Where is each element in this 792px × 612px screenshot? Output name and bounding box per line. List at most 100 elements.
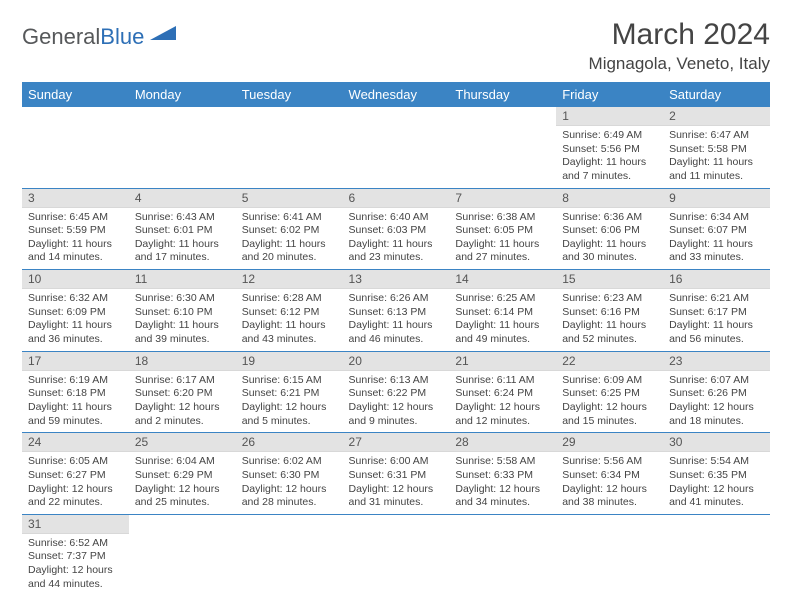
day-details: Sunrise: 6:04 AMSunset: 6:29 PMDaylight:… xyxy=(129,452,236,514)
sunrise-text: Sunrise: 6:05 AM xyxy=(28,455,123,469)
daylight-text: Daylight: 12 hours and 12 minutes. xyxy=(455,401,550,428)
sunset-text: Sunset: 6:14 PM xyxy=(455,306,550,320)
daylight-text: Daylight: 11 hours and 20 minutes. xyxy=(242,238,337,265)
calendar-cell: 28Sunrise: 5:58 AMSunset: 6:33 PMDayligh… xyxy=(449,433,556,515)
day-number: 4 xyxy=(129,189,236,208)
sunset-text: Sunset: 6:07 PM xyxy=(669,224,764,238)
daylight-text: Daylight: 12 hours and 25 minutes. xyxy=(135,483,230,510)
calendar-cell: 10Sunrise: 6:32 AMSunset: 6:09 PMDayligh… xyxy=(22,270,129,352)
sunset-text: Sunset: 6:22 PM xyxy=(349,387,444,401)
day-details: Sunrise: 6:41 AMSunset: 6:02 PMDaylight:… xyxy=(236,208,343,270)
calendar-cell-empty xyxy=(22,107,129,188)
day-details: Sunrise: 5:56 AMSunset: 6:34 PMDaylight:… xyxy=(556,452,663,514)
calendar-cell-empty xyxy=(663,514,770,595)
calendar-row: 1Sunrise: 6:49 AMSunset: 5:56 PMDaylight… xyxy=(22,107,770,188)
calendar-cell: 17Sunrise: 6:19 AMSunset: 6:18 PMDayligh… xyxy=(22,351,129,433)
calendar-cell: 1Sunrise: 6:49 AMSunset: 5:56 PMDaylight… xyxy=(556,107,663,188)
day-number: 7 xyxy=(449,189,556,208)
weekday-header: Sunday xyxy=(22,82,129,107)
calendar-cell: 16Sunrise: 6:21 AMSunset: 6:17 PMDayligh… xyxy=(663,270,770,352)
day-number: 18 xyxy=(129,352,236,371)
daylight-text: Daylight: 11 hours and 27 minutes. xyxy=(455,238,550,265)
sunset-text: Sunset: 6:24 PM xyxy=(455,387,550,401)
calendar-row: 17Sunrise: 6:19 AMSunset: 6:18 PMDayligh… xyxy=(22,351,770,433)
sunset-text: Sunset: 6:30 PM xyxy=(242,469,337,483)
daylight-text: Daylight: 12 hours and 15 minutes. xyxy=(562,401,657,428)
weekday-header: Friday xyxy=(556,82,663,107)
day-details: Sunrise: 6:17 AMSunset: 6:20 PMDaylight:… xyxy=(129,371,236,433)
sunrise-text: Sunrise: 6:34 AM xyxy=(669,211,764,225)
calendar-cell: 20Sunrise: 6:13 AMSunset: 6:22 PMDayligh… xyxy=(343,351,450,433)
sunrise-text: Sunrise: 6:02 AM xyxy=(242,455,337,469)
weekday-header: Thursday xyxy=(449,82,556,107)
day-details: Sunrise: 6:28 AMSunset: 6:12 PMDaylight:… xyxy=(236,289,343,351)
sunset-text: Sunset: 6:20 PM xyxy=(135,387,230,401)
calendar-cell: 12Sunrise: 6:28 AMSunset: 6:12 PMDayligh… xyxy=(236,270,343,352)
calendar-cell: 25Sunrise: 6:04 AMSunset: 6:29 PMDayligh… xyxy=(129,433,236,515)
sunset-text: Sunset: 6:26 PM xyxy=(669,387,764,401)
day-number: 2 xyxy=(663,107,770,126)
daylight-text: Daylight: 12 hours and 41 minutes. xyxy=(669,483,764,510)
day-number: 8 xyxy=(556,189,663,208)
calendar-cell: 9Sunrise: 6:34 AMSunset: 6:07 PMDaylight… xyxy=(663,188,770,270)
day-number: 26 xyxy=(236,433,343,452)
sunrise-text: Sunrise: 6:28 AM xyxy=(242,292,337,306)
day-details: Sunrise: 6:09 AMSunset: 6:25 PMDaylight:… xyxy=(556,371,663,433)
daylight-text: Daylight: 12 hours and 44 minutes. xyxy=(28,564,123,591)
logo-flag-icon xyxy=(150,24,178,50)
daylight-text: Daylight: 12 hours and 22 minutes. xyxy=(28,483,123,510)
daylight-text: Daylight: 11 hours and 49 minutes. xyxy=(455,319,550,346)
month-title: March 2024 xyxy=(589,18,770,52)
sunset-text: Sunset: 6:25 PM xyxy=(562,387,657,401)
calendar-cell: 13Sunrise: 6:26 AMSunset: 6:13 PMDayligh… xyxy=(343,270,450,352)
sunrise-text: Sunrise: 6:49 AM xyxy=(562,129,657,143)
sunset-text: Sunset: 6:29 PM xyxy=(135,469,230,483)
day-details: Sunrise: 6:34 AMSunset: 6:07 PMDaylight:… xyxy=(663,208,770,270)
sunrise-text: Sunrise: 5:58 AM xyxy=(455,455,550,469)
day-details: Sunrise: 6:47 AMSunset: 5:58 PMDaylight:… xyxy=(663,126,770,188)
day-details: Sunrise: 6:05 AMSunset: 6:27 PMDaylight:… xyxy=(22,452,129,514)
day-number: 28 xyxy=(449,433,556,452)
day-details: Sunrise: 6:23 AMSunset: 6:16 PMDaylight:… xyxy=(556,289,663,351)
weekday-header: Wednesday xyxy=(343,82,450,107)
sunrise-text: Sunrise: 6:13 AM xyxy=(349,374,444,388)
sunrise-text: Sunrise: 6:30 AM xyxy=(135,292,230,306)
calendar-cell: 27Sunrise: 6:00 AMSunset: 6:31 PMDayligh… xyxy=(343,433,450,515)
calendar-cell-empty xyxy=(449,107,556,188)
day-details: Sunrise: 6:02 AMSunset: 6:30 PMDaylight:… xyxy=(236,452,343,514)
sunrise-text: Sunrise: 6:40 AM xyxy=(349,211,444,225)
weekday-header: Monday xyxy=(129,82,236,107)
sunset-text: Sunset: 6:31 PM xyxy=(349,469,444,483)
daylight-text: Daylight: 12 hours and 2 minutes. xyxy=(135,401,230,428)
sunrise-text: Sunrise: 6:36 AM xyxy=(562,211,657,225)
calendar-cell: 22Sunrise: 6:09 AMSunset: 6:25 PMDayligh… xyxy=(556,351,663,433)
calendar-head: SundayMondayTuesdayWednesdayThursdayFrid… xyxy=(22,82,770,107)
sunrise-text: Sunrise: 6:11 AM xyxy=(455,374,550,388)
calendar-cell: 30Sunrise: 5:54 AMSunset: 6:35 PMDayligh… xyxy=(663,433,770,515)
day-details: Sunrise: 5:54 AMSunset: 6:35 PMDaylight:… xyxy=(663,452,770,514)
sunset-text: Sunset: 6:02 PM xyxy=(242,224,337,238)
day-details: Sunrise: 6:00 AMSunset: 6:31 PMDaylight:… xyxy=(343,452,450,514)
calendar-cell: 21Sunrise: 6:11 AMSunset: 6:24 PMDayligh… xyxy=(449,351,556,433)
day-details: Sunrise: 6:11 AMSunset: 6:24 PMDaylight:… xyxy=(449,371,556,433)
daylight-text: Daylight: 12 hours and 9 minutes. xyxy=(349,401,444,428)
daylight-text: Daylight: 11 hours and 7 minutes. xyxy=(562,156,657,183)
sunrise-text: Sunrise: 5:56 AM xyxy=(562,455,657,469)
sunrise-text: Sunrise: 6:26 AM xyxy=(349,292,444,306)
calendar-cell: 14Sunrise: 6:25 AMSunset: 6:14 PMDayligh… xyxy=(449,270,556,352)
calendar-row: 24Sunrise: 6:05 AMSunset: 6:27 PMDayligh… xyxy=(22,433,770,515)
daylight-text: Daylight: 11 hours and 33 minutes. xyxy=(669,238,764,265)
sunrise-text: Sunrise: 6:43 AM xyxy=(135,211,230,225)
day-number: 6 xyxy=(343,189,450,208)
title-block: March 2024 Mignagola, Veneto, Italy xyxy=(589,18,770,74)
calendar-row: 31Sunrise: 6:52 AMSunset: 7:37 PMDayligh… xyxy=(22,514,770,595)
daylight-text: Daylight: 11 hours and 52 minutes. xyxy=(562,319,657,346)
day-number: 17 xyxy=(22,352,129,371)
day-details: Sunrise: 6:13 AMSunset: 6:22 PMDaylight:… xyxy=(343,371,450,433)
day-number: 9 xyxy=(663,189,770,208)
day-number: 10 xyxy=(22,270,129,289)
sunset-text: Sunset: 6:09 PM xyxy=(28,306,123,320)
calendar-cell-empty xyxy=(449,514,556,595)
sunset-text: Sunset: 6:13 PM xyxy=(349,306,444,320)
calendar-cell-empty xyxy=(236,107,343,188)
